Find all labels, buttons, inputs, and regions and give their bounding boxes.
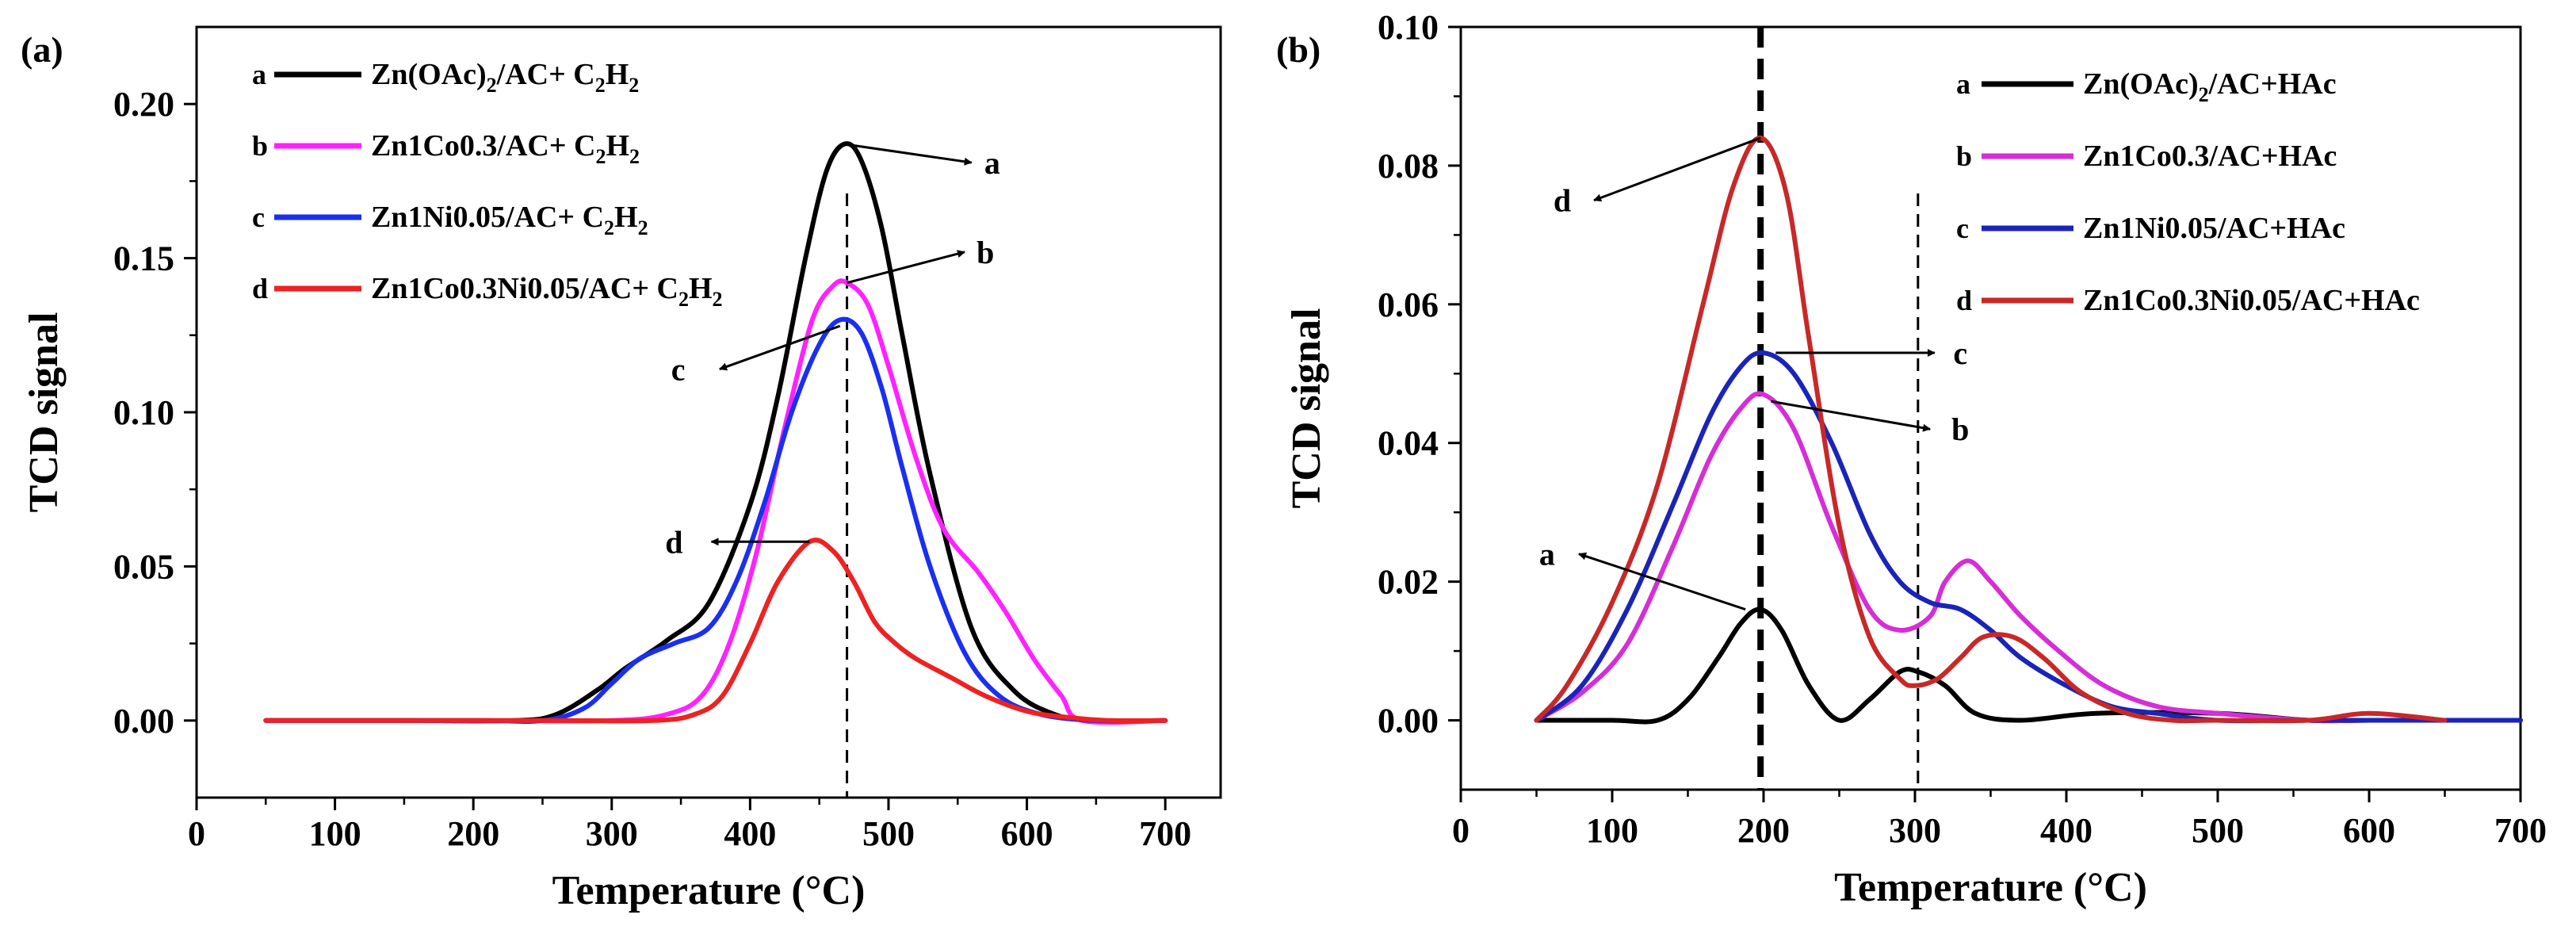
legend-text-part: Zn1Co0.3/AC+ C: [371, 129, 595, 163]
x-axis-title: Temperature (°C): [552, 868, 866, 913]
annotation-arrow: [847, 250, 965, 285]
legend-text-part: Zn(OAc): [371, 58, 487, 91]
series-line-d: [263, 538, 1168, 724]
series-line-c: [263, 316, 1168, 724]
legend-text-part: Zn1Co0.3Ni0.05/AC+HAc: [2083, 284, 2420, 317]
x-tick-label: 200: [447, 814, 499, 853]
x-tick-label: 400: [724, 814, 776, 853]
chart-panel-a: (a) 0 100 200 300 400 500 600 700 0.00 0.05 0.10 0.1…: [21, 25, 1222, 913]
y-tick-label: 0.15: [113, 239, 174, 278]
legend-subscript: 2: [2199, 83, 2209, 106]
annotation-label: c: [671, 352, 686, 388]
y-tick-label: 0.06: [1378, 285, 1439, 324]
legend-letter: c: [1956, 212, 1969, 244]
x-tick-label: 0: [188, 814, 205, 853]
x-tick-label: 300: [1889, 811, 1941, 850]
legend-text-part: H: [689, 272, 713, 305]
legend-letter: d: [252, 273, 268, 304]
legend-subscript: 2: [713, 288, 723, 311]
series-line-c: [1534, 350, 2523, 724]
annotation-label: d: [665, 524, 682, 560]
x-tick-label: 100: [309, 814, 361, 853]
y-tick-label: 0.00: [1378, 702, 1439, 741]
x-tick-label: 300: [586, 814, 638, 853]
chart-panel-b: (b) 0 100 200 300 400 500 600 700 0.00 0.02 0.04 0.0…: [1276, 8, 2547, 910]
annotation-label: b: [1951, 411, 1969, 447]
y-tick-label: 0.20: [113, 85, 174, 124]
y-tick-label: 0.10: [113, 393, 174, 432]
legend-label: Zn1Ni0.05/AC+HAc: [2083, 212, 2345, 245]
legend-subscript: 2: [678, 288, 689, 311]
x-tick-label: 500: [2192, 811, 2244, 850]
legend-letter: a: [252, 59, 266, 90]
y-tick-label: 0.04: [1378, 424, 1439, 463]
annotation-arrow: [1771, 400, 1932, 432]
legend-subscript: 2: [487, 74, 497, 97]
legend-subscript: 2: [595, 145, 606, 168]
legend-label: Zn1Co0.3/AC+ C2H2: [371, 129, 640, 168]
legend-text-part: Zn1Ni0.05/AC+ C: [371, 201, 604, 234]
legend-subscript: 2: [604, 216, 614, 239]
legend-letter: a: [1956, 68, 1970, 100]
legend-text-part: Zn(OAc): [2083, 67, 2199, 101]
plot-frame: [195, 25, 1222, 799]
legend-text-part: H: [606, 129, 629, 163]
y-tick-label: 0.08: [1378, 147, 1439, 186]
legend-text-part: Zn1Co0.3/AC+HAc: [2083, 140, 2337, 173]
series-line-d: [1534, 135, 2448, 724]
annotation-arrow: [1578, 552, 1746, 611]
series-line-b: [263, 278, 1168, 725]
legend-text-part: /AC+HAc: [2208, 67, 2337, 101]
series-line-b: [1534, 391, 2448, 724]
legend-label: Zn1Co0.3/AC+HAc: [2083, 140, 2337, 173]
annotation-label: a: [984, 145, 1000, 181]
x-tick-label: 200: [1737, 811, 1790, 850]
x-tick-label: 700: [2494, 811, 2547, 850]
legend-text-part: H: [614, 201, 638, 234]
legend-letter: b: [252, 130, 268, 162]
annotation-label: c: [1953, 335, 1967, 371]
legend-text-part: H: [606, 58, 629, 91]
legend-label: Zn1Ni0.05/AC+ C2H2: [371, 201, 648, 239]
annotation-label: d: [1554, 183, 1571, 219]
annotation-arrow: [719, 324, 841, 371]
legend-subscript: 2: [595, 74, 606, 97]
x-tick-label: 600: [2343, 811, 2395, 850]
x-tick-label: 100: [1586, 811, 1638, 850]
legend-label: Zn1Co0.3Ni0.05/AC+HAc: [2083, 284, 2420, 317]
annotation-label: a: [1539, 537, 1555, 572]
y-tick-label: 0.10: [1378, 8, 1439, 47]
legend-letter: c: [252, 201, 265, 233]
x-tick-label: 600: [1001, 814, 1053, 853]
legend-label: Zn1Co0.3Ni0.05/AC+ C2H2: [371, 272, 723, 311]
x-tick-label: 0: [1452, 811, 1470, 850]
legend-label: Zn(OAc)2/AC+HAc: [2083, 67, 2337, 106]
legend-label: Zn(OAc)2/AC+ C2H2: [371, 58, 639, 97]
plot-frame: [1459, 25, 2522, 791]
legend-text-part: Zn1Ni0.05/AC+HAc: [2083, 212, 2345, 245]
y-axis-title: TCD signal: [21, 312, 67, 513]
legend-text-part: Zn1Co0.3Ni0.05/AC+ C: [371, 272, 678, 305]
legend-letter: b: [1956, 140, 1972, 172]
x-tick-label: 500: [862, 814, 915, 853]
annotation-arrow: [843, 143, 973, 166]
y-axis-title: TCD signal: [1284, 308, 1329, 509]
y-tick-label: 0.02: [1378, 563, 1439, 602]
legend-subscript: 2: [638, 216, 648, 239]
legend-letter: d: [1956, 285, 1972, 316]
y-tick-label: 0.00: [113, 702, 174, 741]
x-tick-label: 700: [1139, 814, 1191, 853]
legend-subscript: 2: [629, 145, 640, 168]
y-tick-label: 0.05: [113, 547, 174, 586]
legend-subscript: 2: [629, 74, 639, 97]
annotation-arrow: [1593, 136, 1761, 202]
annotation-label: b: [977, 235, 994, 270]
x-tick-label: 400: [2040, 811, 2093, 850]
panel-label: (a): [21, 29, 63, 70]
panel-label: (b): [1276, 29, 1320, 70]
legend-text-part: /AC+ C: [496, 58, 595, 91]
x-axis-title: Temperature (°C): [1834, 865, 2147, 910]
series-line-a: [263, 141, 1168, 724]
